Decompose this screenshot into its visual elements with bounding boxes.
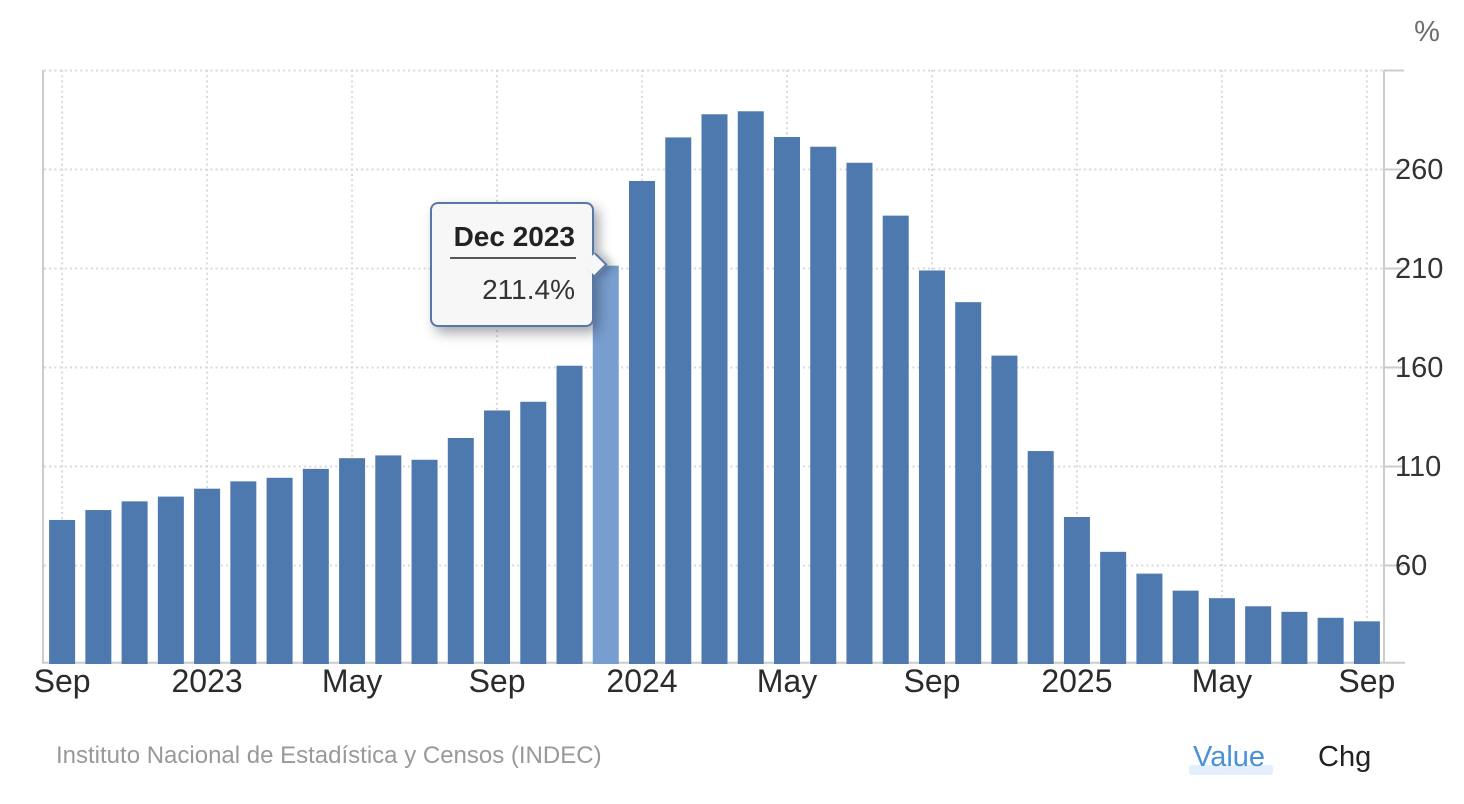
bar-apr-2023[interactable]: [302, 468, 329, 664]
bar-dec-2024[interactable]: [1027, 451, 1054, 664]
bar-apr-2024[interactable]: [737, 111, 764, 664]
value-toggle-button[interactable]: Value: [1193, 741, 1266, 773]
bar-dec-2022[interactable]: [157, 496, 184, 664]
bar-oct-2022[interactable]: [85, 510, 112, 664]
bar-sep-2025[interactable]: [1353, 621, 1380, 664]
tooltip: Dec 2023 211.4%: [430, 202, 608, 327]
x-axis-labels: Sep 2023 May Sep 2024 May Sep 2025 May Sep: [34, 663, 1396, 699]
tooltip-separator: [450, 257, 576, 259]
bar-nov-2024[interactable]: [991, 355, 1018, 664]
source-attribution: Instituto Nacional de Estadística y Cens…: [56, 742, 602, 769]
bar-jul-2024[interactable]: [846, 162, 873, 664]
bar-sep-2022[interactable]: [49, 519, 76, 664]
y-axis-label: 160: [1395, 352, 1443, 384]
bar-oct-2023[interactable]: [520, 401, 547, 664]
bar-jul-2025[interactable]: [1281, 611, 1308, 664]
bar-jan-2025[interactable]: [1063, 516, 1090, 664]
x-axis-label: Sep: [469, 663, 526, 699]
bar-feb-2023[interactable]: [230, 481, 257, 664]
bar-feb-2025[interactable]: [1100, 551, 1127, 664]
bar-feb-2024[interactable]: [665, 137, 692, 664]
bar-may-2024[interactable]: [773, 137, 800, 664]
tooltip-title: Dec 2023: [453, 221, 575, 252]
x-axis-label: 2023: [172, 663, 243, 699]
bar-jan-2024[interactable]: [629, 180, 656, 664]
x-axis-label: Sep: [34, 663, 91, 699]
bar-nov-2022[interactable]: [121, 501, 148, 664]
x-axis-label: 2025: [1041, 663, 1112, 699]
bar-dec-2023[interactable]: [592, 265, 619, 664]
x-axis-label: Sep: [903, 663, 960, 699]
y-axis-label: 210: [1395, 253, 1443, 285]
bar-sep-2023[interactable]: [484, 410, 511, 664]
x-axis-label: 2024: [606, 663, 677, 699]
x-axis-label: May: [322, 663, 382, 699]
value-toggle-highlight: [1189, 765, 1273, 775]
chg-toggle-button[interactable]: Chg: [1318, 741, 1372, 773]
bar-nov-2023[interactable]: [556, 365, 583, 664]
bar-mar-2023[interactable]: [266, 477, 293, 664]
bar-sep-2024[interactable]: [918, 270, 945, 664]
x-axis-label: Sep: [1338, 663, 1395, 699]
y-axis-label: 110: [1395, 451, 1441, 483]
bar-aug-2024[interactable]: [882, 215, 909, 664]
tooltip-value: 211.4%: [482, 274, 575, 305]
bar-jun-2025[interactable]: [1245, 606, 1272, 664]
bar-apr-2025[interactable]: [1172, 590, 1199, 664]
bar-jan-2023[interactable]: [194, 488, 221, 664]
y-axis-label: 260: [1395, 154, 1443, 186]
bar-oct-2024[interactable]: [955, 302, 982, 664]
x-axis-label: May: [757, 663, 817, 699]
bars: [49, 111, 1380, 665]
bar-aug-2025[interactable]: [1317, 617, 1344, 664]
bar-may-2025[interactable]: [1208, 598, 1235, 664]
bar-jun-2023[interactable]: [375, 455, 402, 664]
bar-jun-2024[interactable]: [810, 146, 837, 665]
bar-mar-2024[interactable]: [701, 114, 728, 665]
bar-jul-2023[interactable]: [411, 459, 438, 664]
bar-aug-2023[interactable]: [447, 437, 474, 664]
bar-may-2023[interactable]: [339, 458, 366, 664]
y-axis-title: %: [1414, 16, 1440, 48]
y-axis-labels: 60 110 160 210 260%: [1395, 16, 1443, 582]
y-axis-label: 60: [1395, 550, 1427, 582]
bar-mar-2025[interactable]: [1136, 573, 1163, 664]
x-axis-label: May: [1192, 663, 1252, 699]
